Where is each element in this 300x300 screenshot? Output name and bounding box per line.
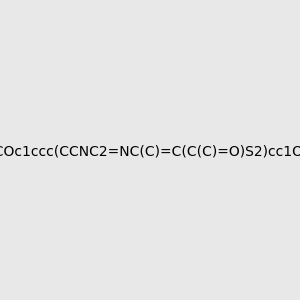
Text: CCOc1ccc(CCNC2=NC(C)=C(C(C)=O)S2)cc1OCC: CCOc1ccc(CCNC2=NC(C)=C(C(C)=O)S2)cc1OCC — [0, 145, 300, 158]
